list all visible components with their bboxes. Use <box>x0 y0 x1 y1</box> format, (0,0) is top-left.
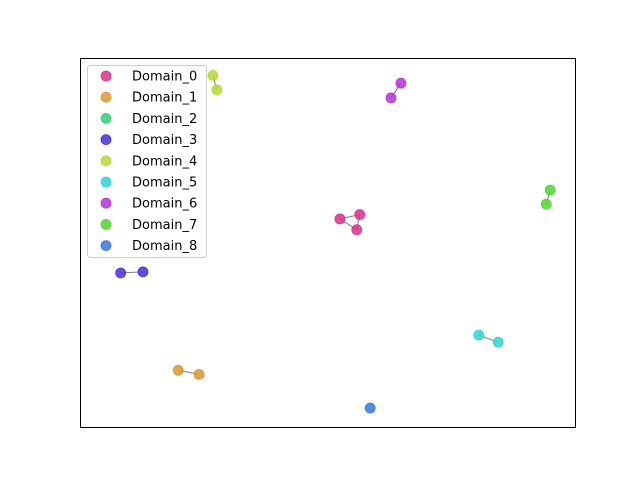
legend-entry-domain-4: Domain_4 <box>100 154 197 169</box>
legend-marker-domain-1 <box>100 91 112 103</box>
legend-marker-domain-6 <box>100 197 112 209</box>
domain-6-point-0 <box>395 77 407 89</box>
legend-label-domain-6: Domain_6 <box>132 197 197 212</box>
domain-0-point-1 <box>354 209 366 220</box>
domain-7-point-0 <box>544 184 556 196</box>
legend-marker-domain-4 <box>100 155 112 167</box>
legend-entry-domain-1: Domain_1 <box>100 91 197 106</box>
legend-marker-domain-0 <box>100 70 112 82</box>
legend-entry-domain-7: Domain_7 <box>100 218 197 233</box>
domain-3-point-0 <box>115 267 127 279</box>
domain-4-point-1 <box>211 84 223 96</box>
domain-7-point-1 <box>540 198 552 210</box>
domain-3-point-1 <box>137 266 149 278</box>
legend-entry-domain-6: Domain_6 <box>100 197 197 212</box>
legend-label-domain-5: Domain_5 <box>132 176 197 191</box>
domain-0-point-2 <box>351 224 363 236</box>
legend-label-domain-2: Domain_2 <box>132 112 197 127</box>
legend-label-domain-8: Domain_8 <box>132 239 197 254</box>
domain-8-point-0 <box>364 402 376 414</box>
legend-entry-domain-2: Domain_2 <box>100 112 197 127</box>
legend-entry-domain-8: Domain_8 <box>100 239 197 254</box>
legend-marker-domain-5 <box>100 176 112 188</box>
legend-label-domain-3: Domain_3 <box>132 133 197 148</box>
domain-5-point-1 <box>492 336 504 348</box>
domain-1-point-0 <box>172 364 184 376</box>
legend-marker-domain-3 <box>100 134 112 146</box>
legend-box <box>87 65 207 258</box>
legend-label-domain-4: Domain_4 <box>132 154 197 169</box>
legend-label-domain-1: Domain_1 <box>132 91 197 106</box>
legend-marker-domain-8 <box>100 240 112 252</box>
legend-items: Domain_0 Domain_1 Domain_2 Domain_3 Domain_4… <box>100 70 197 254</box>
domain-6-point-1 <box>385 92 397 104</box>
domain-5-point-0 <box>473 329 485 341</box>
domain-4-point-0 <box>207 69 219 81</box>
points-layer <box>115 69 556 414</box>
legend-label-domain-7: Domain_7 <box>132 218 197 233</box>
legend-label-domain-0: Domain_0 <box>132 70 197 85</box>
legend-entry-domain-5: Domain_5 <box>100 176 197 191</box>
legend-entry-domain-3: Domain_3 <box>100 133 197 148</box>
plot-area-frame <box>80 58 576 428</box>
legend-marker-domain-7 <box>100 218 112 230</box>
domain-1-point-1 <box>193 368 205 380</box>
legend-marker-domain-2 <box>100 113 112 124</box>
legend-entry-domain-0: Domain_0 <box>100 70 197 85</box>
domain-0-point-0 <box>334 213 346 225</box>
legend: Domain_0 Domain_1 Domain_2 Domain_3 Domain_4… <box>87 65 207 258</box>
